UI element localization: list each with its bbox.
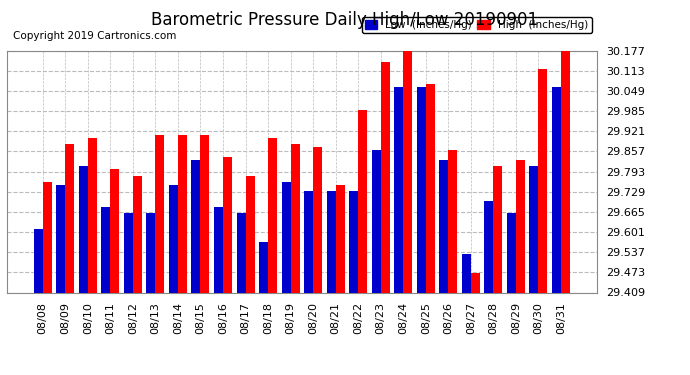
Bar bbox=[246, 176, 255, 292]
Bar bbox=[88, 138, 97, 292]
Bar bbox=[349, 191, 358, 292]
Bar bbox=[313, 147, 322, 292]
Bar bbox=[214, 207, 223, 292]
Bar bbox=[417, 87, 426, 292]
Bar bbox=[372, 150, 381, 292]
Legend: Low  (Inches/Hg), High  (Inches/Hg): Low (Inches/Hg), High (Inches/Hg) bbox=[362, 17, 591, 33]
Text: Barometric Pressure Daily High/Low 20190901: Barometric Pressure Daily High/Low 20190… bbox=[151, 11, 539, 29]
Bar bbox=[34, 229, 43, 292]
Bar bbox=[381, 62, 390, 292]
Bar bbox=[471, 273, 480, 292]
Bar bbox=[124, 213, 133, 292]
Bar bbox=[304, 191, 313, 292]
Bar bbox=[268, 138, 277, 292]
Bar bbox=[66, 144, 75, 292]
Bar bbox=[178, 135, 187, 292]
Bar bbox=[448, 150, 457, 292]
Bar bbox=[201, 135, 210, 292]
Bar bbox=[79, 166, 88, 292]
Bar bbox=[223, 157, 232, 292]
Bar bbox=[538, 69, 547, 292]
Bar bbox=[237, 213, 246, 292]
Bar bbox=[516, 160, 525, 292]
Text: Copyright 2019 Cartronics.com: Copyright 2019 Cartronics.com bbox=[13, 31, 176, 41]
Bar bbox=[335, 185, 345, 292]
Bar bbox=[552, 87, 561, 292]
Bar bbox=[110, 170, 119, 292]
Bar bbox=[133, 176, 142, 292]
Bar bbox=[191, 160, 201, 292]
Bar bbox=[282, 182, 290, 292]
Bar bbox=[57, 185, 66, 292]
Bar bbox=[169, 185, 178, 292]
Bar bbox=[43, 182, 52, 292]
Bar bbox=[290, 144, 299, 292]
Bar bbox=[507, 213, 516, 292]
Bar bbox=[155, 135, 164, 292]
Bar bbox=[326, 191, 335, 292]
Bar bbox=[259, 242, 268, 292]
Bar bbox=[101, 207, 110, 292]
Bar bbox=[493, 166, 502, 292]
Bar bbox=[561, 51, 570, 292]
Bar bbox=[440, 160, 449, 292]
Bar bbox=[146, 213, 155, 292]
Bar bbox=[462, 254, 471, 292]
Bar bbox=[426, 84, 435, 292]
Bar bbox=[403, 50, 413, 292]
Bar bbox=[484, 201, 493, 292]
Bar bbox=[358, 110, 367, 292]
Bar bbox=[394, 87, 403, 292]
Bar bbox=[529, 166, 538, 292]
